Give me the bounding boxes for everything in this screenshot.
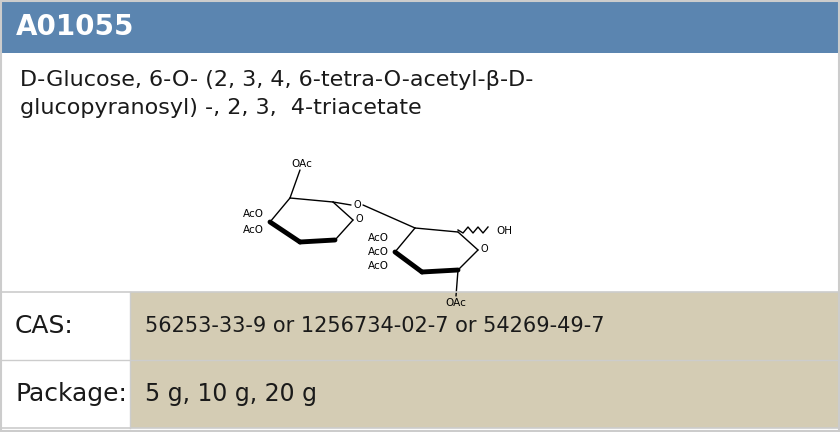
Text: D-Glucose, 6-O- (2, 3, 4, 6-tetra-O-acetyl-β-D-: D-Glucose, 6-O- (2, 3, 4, 6-tetra-O-acet… [20, 70, 533, 90]
Bar [130, 292, 839, 360]
Text: AcO: AcO [243, 225, 264, 235]
Text: glucopyranosyl) -, 2, 3,  4-triacetate: glucopyranosyl) -, 2, 3, 4-triacetate [20, 98, 422, 118]
Text: A01055: A01055 [16, 13, 134, 41]
Text: CAS:: CAS: [15, 314, 74, 338]
Bar [130, 360, 839, 428]
Text: OAc: OAc [445, 298, 466, 308]
Bar [1, 1, 839, 53]
Text: AcO: AcO [243, 209, 264, 219]
Text: 5 g, 10 g, 20 g: 5 g, 10 g, 20 g [145, 382, 317, 406]
Text: AcO: AcO [368, 233, 389, 243]
Text: O: O [480, 244, 488, 254]
Text: AcO: AcO [368, 247, 389, 257]
Text: OAc: OAc [291, 159, 312, 169]
Text: O: O [353, 200, 361, 210]
Text: OH: OH [496, 226, 512, 236]
Text: Package:: Package: [15, 382, 127, 406]
Text: O: O [355, 214, 363, 224]
Text: AcO: AcO [368, 261, 389, 271]
Text: 56253-33-9 or 1256734-02-7 or 54269-49-7: 56253-33-9 or 1256734-02-7 or 54269-49-7 [145, 316, 605, 336]
Bar [1, 360, 130, 428]
Bar [1, 292, 130, 360]
